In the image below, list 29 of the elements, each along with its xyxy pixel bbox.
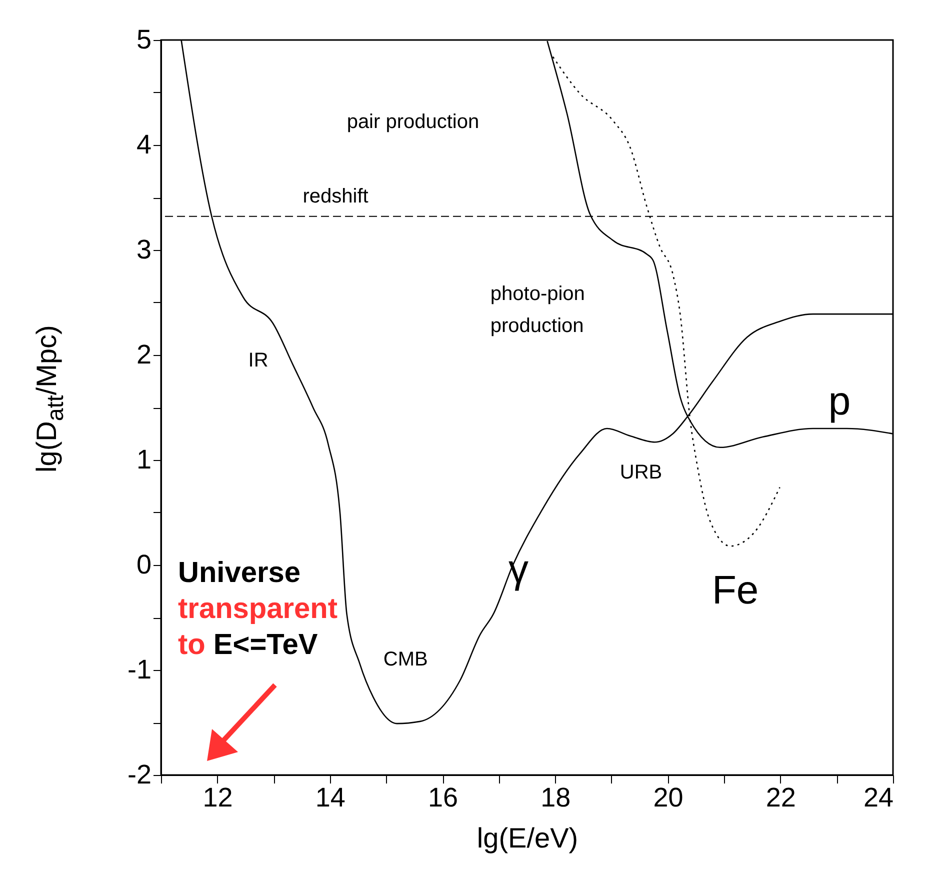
x-tick-label: 14 — [315, 782, 346, 812]
x-axis-title: lg(E/eV) — [476, 822, 578, 854]
y-tick-label: 3 — [136, 234, 152, 264]
series-label: γ — [508, 547, 529, 592]
y-tick-label: 1 — [136, 444, 152, 474]
x-tick-label: 18 — [540, 782, 571, 812]
y-tick-label: 2 — [136, 340, 152, 370]
series-label: Fe — [712, 568, 759, 612]
x-tick-label: 24 — [863, 782, 894, 812]
annotation: URB — [620, 462, 662, 484]
y-tick-label: 4 — [136, 130, 152, 160]
annotation: photo-pion production — [490, 283, 585, 338]
series-label: p — [828, 379, 851, 424]
y-tick-label: 5 — [136, 24, 152, 54]
x-tick-label: 16 — [428, 782, 458, 812]
y-tick-label: -1 — [127, 654, 152, 684]
ref-line-label: redshift — [302, 185, 369, 208]
annotation: Universe — [178, 557, 301, 589]
x-tick-label: 12 — [202, 782, 233, 812]
annotation: CMB — [383, 648, 428, 670]
x-tick-label: 22 — [766, 782, 796, 812]
x-tick-label: 20 — [653, 782, 684, 812]
annotation: to — [178, 629, 206, 661]
y-tick-label: 0 — [136, 550, 152, 580]
y-tick-label: -2 — [127, 760, 152, 790]
annotation: E<=TeV — [212, 629, 318, 661]
annotation: IR — [248, 349, 268, 372]
annotation: transparent — [178, 593, 338, 625]
annotation: pair production — [346, 110, 480, 133]
